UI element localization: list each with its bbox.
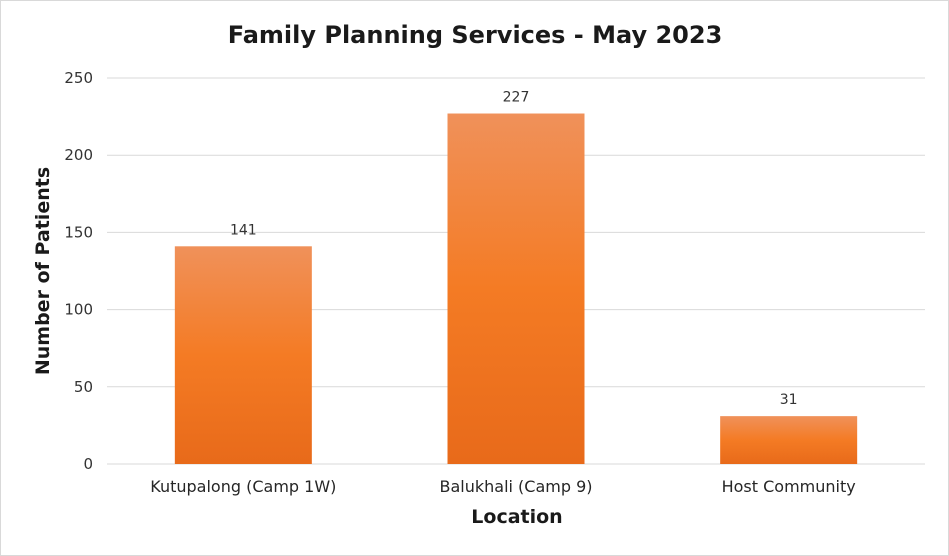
bars [174,113,858,465]
y-tick-label: 0 [83,455,93,473]
x-category-label-2: Host Community [722,477,856,496]
y-tick-label: 100 [64,301,93,319]
y-tick-label: 200 [64,146,93,164]
y-axis-ticks: 0 50 100 150 200 250 [64,69,93,473]
x-axis-title: Location [471,506,562,528]
data-labels: 141 227 31 [230,90,798,409]
y-tick-label: 150 [64,223,93,241]
data-label-2: 31 [780,392,798,408]
data-label-0: 141 [230,222,257,238]
x-category-label-1: Balukhali (Camp 9) [439,477,592,496]
y-tick-label: 250 [64,69,93,87]
chart-title: Family Planning Services - May 2023 [228,21,723,49]
bar-2 [720,416,858,464]
y-axis-title: Number of Patients [32,167,54,375]
x-category-label-0: Kutupalong (Camp 1W) [150,477,336,496]
y-tick-label: 50 [74,378,93,396]
bar-0 [174,246,312,464]
data-label-1: 227 [503,90,530,106]
x-axis-categories: Kutupalong (Camp 1W) Balukhali (Camp 9) Ho… [150,477,855,496]
bar-1 [447,113,585,465]
